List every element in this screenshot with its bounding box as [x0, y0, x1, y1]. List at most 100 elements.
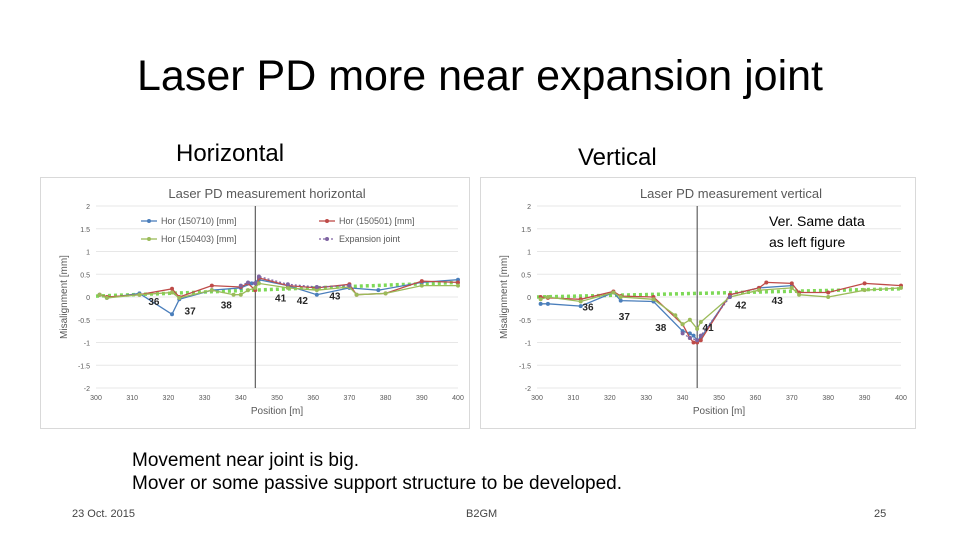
joint-number-label: 41 [703, 323, 715, 334]
data-point [238, 292, 243, 297]
data-point [789, 281, 794, 286]
data-point [209, 283, 214, 288]
data-point [170, 286, 175, 291]
footer-page-number: 25 [874, 508, 887, 520]
joint-number-label: 36 [582, 303, 594, 314]
x-tick-label: 320 [163, 395, 175, 402]
x-axis-label: Position [m] [693, 406, 745, 417]
y-tick-label: -2 [525, 386, 531, 393]
x-tick-label: 340 [235, 395, 247, 402]
data-point [419, 279, 424, 284]
data-point [170, 312, 175, 317]
legend-label: Hor (150710) [mm] [161, 216, 237, 226]
footer-org: B2GM [466, 508, 498, 520]
x-axis-label: Position [m] [251, 406, 303, 417]
y-tick-label: -0.5 [78, 318, 90, 325]
data-point [578, 299, 583, 304]
data-point [687, 331, 692, 336]
data-point [698, 333, 703, 338]
joint-number-label: 36 [148, 297, 160, 308]
chart-title: Laser PD measurement horizontal [168, 186, 365, 201]
data-point [538, 301, 543, 306]
x-tick-label: 300 [90, 395, 102, 402]
y-tick-label: 2 [527, 204, 531, 211]
chart-legend: Hor (150710) [mm] Hor (150501) [mm] Hor (1… [141, 216, 415, 244]
y-tick-label: -1 [525, 341, 531, 348]
y-tick-label: 0 [527, 295, 531, 302]
x-tick-label: 350 [713, 395, 725, 402]
data-point [238, 283, 243, 288]
legend-label: Expansion joint [339, 234, 401, 244]
data-point [246, 288, 251, 293]
data-point [137, 292, 142, 297]
data-point [687, 317, 692, 322]
series-line-2 [540, 287, 902, 330]
data-point [104, 295, 109, 300]
data-point [651, 297, 656, 302]
data-point [727, 295, 732, 299]
y-axis-label: Misalignment [mm] [499, 255, 510, 339]
chart-note-line-1: Ver. Same data [769, 213, 865, 229]
x-tick-label: 390 [416, 395, 428, 402]
x-tick-label: 380 [822, 395, 834, 402]
x-tick-label: 370 [344, 395, 356, 402]
x-tick-label: 330 [640, 395, 652, 402]
data-point [249, 281, 254, 286]
footer-date: 23 Oct. 2015 [72, 508, 135, 520]
legend-marker [325, 237, 329, 241]
data-point [764, 280, 769, 285]
x-tick-label: 320 [604, 395, 616, 402]
data-point [797, 292, 802, 297]
legend-label: Hor (150403) [mm] [161, 234, 237, 244]
y-tick-label: 2 [86, 204, 90, 211]
y-tick-label: -1.5 [78, 363, 90, 370]
joint-number-label: 42 [735, 300, 747, 311]
joint-number-label: 37 [619, 312, 631, 323]
y-tick-label: 1.5 [521, 227, 531, 234]
data-point [691, 333, 696, 338]
legend-marker [147, 219, 151, 223]
y-tick-label: -0.5 [519, 318, 531, 325]
data-point [97, 292, 102, 297]
data-point [285, 282, 290, 287]
movement-line-2: Mover or some passive support structure … [132, 473, 623, 494]
y-tick-label: 1 [86, 250, 90, 257]
horizontal-chart: Laser PD measurement horizontal -2 -1.5 -1 -… [40, 177, 470, 429]
data-point [687, 335, 692, 340]
data-point [698, 320, 703, 325]
joint-number-label: 43 [772, 296, 784, 307]
legend-label: Hor (150501) [mm] [339, 216, 415, 226]
data-point [383, 291, 388, 296]
movement-line-1: Movement near joint is big. [132, 450, 360, 471]
x-tick-label: 390 [859, 395, 871, 402]
y-tick-label: -1.5 [519, 363, 531, 370]
data-point [177, 295, 182, 300]
data-point [545, 301, 550, 306]
legend-marker [147, 237, 151, 241]
data-point [246, 280, 251, 285]
data-point [231, 292, 236, 297]
movement-note: Movement near joint is big. Mover or som… [132, 449, 622, 495]
legend-marker [325, 219, 329, 223]
vertical-chart: Laser PD measurement vertical -2 -1.5 -1 -0.… [480, 177, 916, 429]
data-point [456, 283, 460, 288]
y-tick-label: -1 [84, 341, 90, 348]
data-point [618, 298, 623, 303]
data-point [314, 284, 319, 289]
x-tick-label: 340 [677, 395, 689, 402]
data-point [680, 322, 685, 327]
x-tick-label: 310 [568, 395, 580, 402]
series-line-2 [99, 282, 458, 299]
data-point [618, 295, 623, 299]
x-tick-label: 310 [126, 395, 138, 402]
joint-number-label: 41 [275, 294, 287, 305]
x-tick-label: 350 [271, 395, 283, 402]
y-axis-label: Misalignment [mm] [59, 255, 70, 339]
data-point [538, 297, 543, 302]
data-point [253, 285, 258, 290]
data-point [691, 340, 696, 345]
horizontal-subtitle: Horizontal [176, 140, 285, 167]
x-tick-label: 370 [786, 395, 798, 402]
data-point [695, 326, 700, 331]
data-point [253, 281, 258, 286]
